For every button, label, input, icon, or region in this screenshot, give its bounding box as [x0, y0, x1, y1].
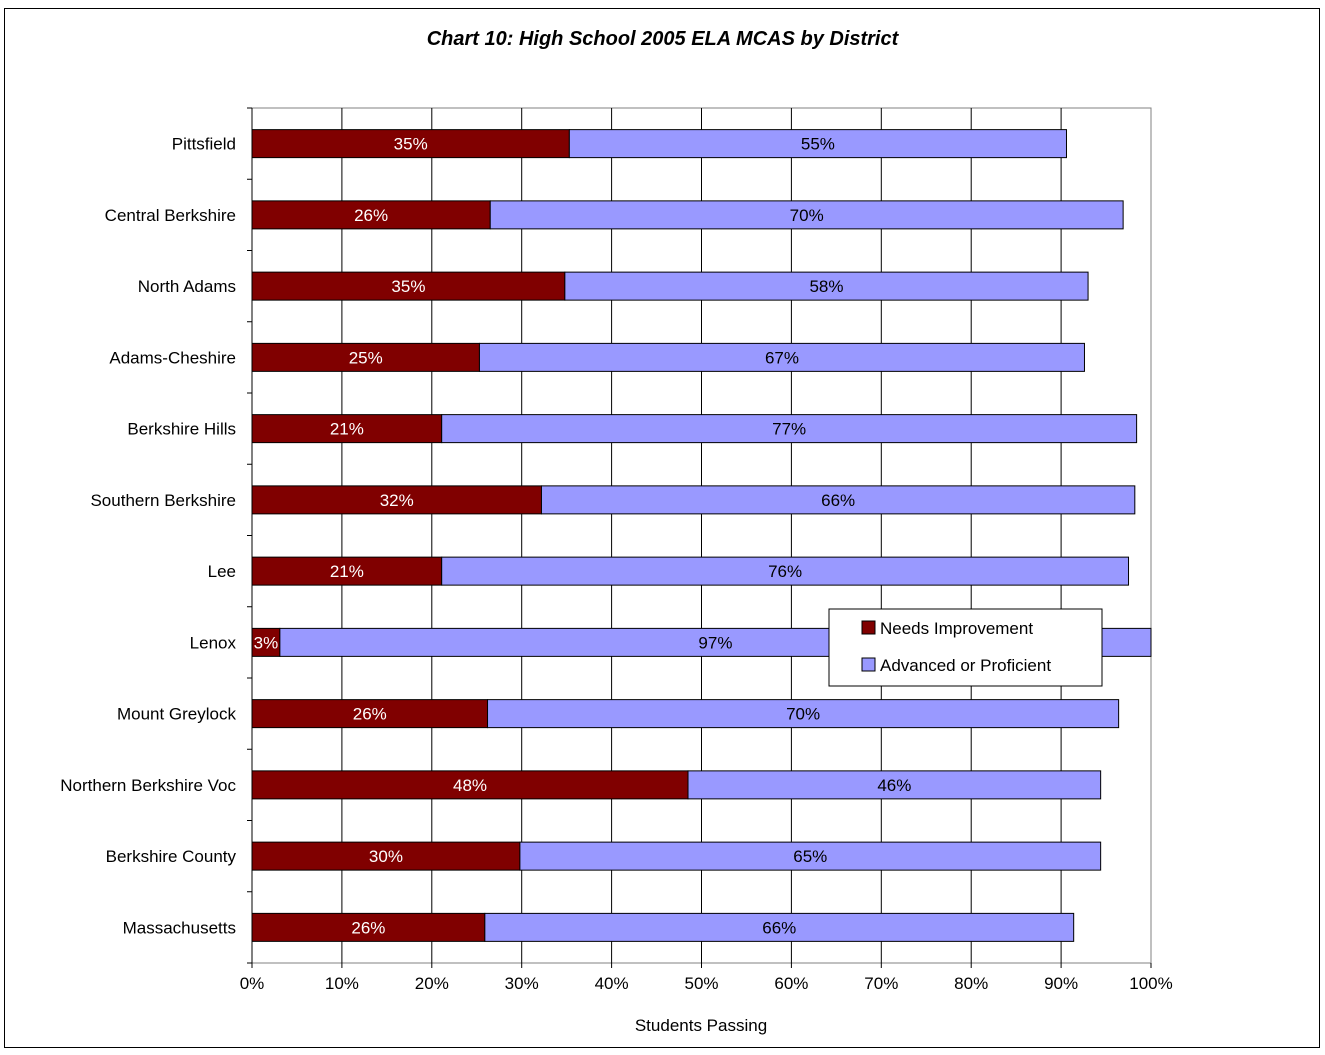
- data-label: 30%: [369, 847, 403, 866]
- data-label: 21%: [330, 420, 364, 439]
- bar-needs-improvement: [251, 556, 443, 586]
- category-label: Berkshire County: [106, 847, 237, 866]
- data-label: 67%: [765, 348, 799, 367]
- data-label: 26%: [351, 918, 385, 937]
- x-tick-label: 20%: [415, 974, 449, 993]
- bar-advanced-proficient: [487, 699, 1120, 729]
- data-label: 48%: [453, 776, 487, 795]
- bar-needs-improvement: [251, 699, 489, 729]
- legend-swatch-needs-improvement: [861, 620, 876, 635]
- bar-advanced-proficient: [441, 414, 1138, 444]
- category-label: Mount Greylock: [117, 705, 237, 724]
- category-label: Massachusetts: [123, 918, 236, 937]
- data-label: 70%: [786, 705, 820, 724]
- legend-swatch-advanced-proficient: [861, 657, 876, 672]
- bar-advanced-proficient: [540, 485, 1136, 515]
- data-label: 70%: [790, 206, 824, 225]
- bar-advanced-proficient: [564, 271, 1089, 301]
- category-label: Pittsfield: [172, 135, 236, 154]
- x-tick-label: 80%: [954, 974, 988, 993]
- data-label: 76%: [768, 562, 802, 581]
- x-tick-label: 100%: [1129, 974, 1172, 993]
- data-label: 26%: [353, 705, 387, 724]
- x-tick-label: 10%: [325, 974, 359, 993]
- bar-advanced-proficient: [484, 912, 1075, 942]
- category-label: Central Berkshire: [105, 206, 236, 225]
- data-label: 26%: [354, 206, 388, 225]
- bar-needs-improvement: [251, 200, 491, 230]
- category-label: Adams-Cheshire: [109, 348, 236, 367]
- bar-needs-improvement: [251, 770, 689, 800]
- data-label: 58%: [809, 277, 843, 296]
- data-label: 32%: [380, 491, 414, 510]
- data-label: 97%: [698, 633, 732, 652]
- data-label: 65%: [793, 847, 827, 866]
- bar-advanced-proficient: [441, 556, 1130, 586]
- category-label: Berkshire Hills: [127, 420, 236, 439]
- category-label: Lenox: [190, 633, 237, 652]
- data-label: 35%: [391, 277, 425, 296]
- bar-advanced-proficient: [687, 770, 1102, 800]
- x-tick-label: 90%: [1044, 974, 1078, 993]
- bar-advanced-proficient: [519, 841, 1102, 871]
- data-label: 35%: [394, 135, 428, 154]
- x-tick-label: 70%: [864, 974, 898, 993]
- data-label: 25%: [349, 348, 383, 367]
- chart-title: Chart 10: High School 2005 ELA MCAS by D…: [426, 28, 899, 50]
- bar-needs-improvement: [251, 129, 570, 159]
- bar-needs-improvement: [251, 627, 281, 657]
- x-tick-label: 0%: [240, 974, 265, 993]
- data-label: 77%: [772, 420, 806, 439]
- bar-advanced-proficient: [568, 129, 1067, 159]
- data-label: 3%: [254, 633, 279, 652]
- category-label: North Adams: [138, 277, 236, 296]
- data-label: 21%: [330, 562, 364, 581]
- x-tick-label: 60%: [774, 974, 808, 993]
- legend-label: Advanced or Proficient: [880, 656, 1051, 675]
- x-tick-label: 40%: [595, 974, 629, 993]
- bar-advanced-proficient: [478, 342, 1085, 372]
- x-tick-label: 30%: [505, 974, 539, 993]
- bar-needs-improvement: [251, 271, 566, 301]
- data-label: 46%: [877, 776, 911, 795]
- category-label: Lee: [208, 562, 236, 581]
- category-label: Southern Berkshire: [90, 491, 236, 510]
- x-tick-label: 50%: [684, 974, 718, 993]
- data-label: 55%: [801, 135, 835, 154]
- x-axis-title: Students Passing: [635, 1016, 767, 1035]
- legend-label: Needs Improvement: [880, 619, 1033, 638]
- category-label: Northern Berkshire Voc: [60, 776, 236, 795]
- data-label: 66%: [762, 918, 796, 937]
- bar-advanced-proficient: [489, 200, 1124, 230]
- data-label: 66%: [821, 491, 855, 510]
